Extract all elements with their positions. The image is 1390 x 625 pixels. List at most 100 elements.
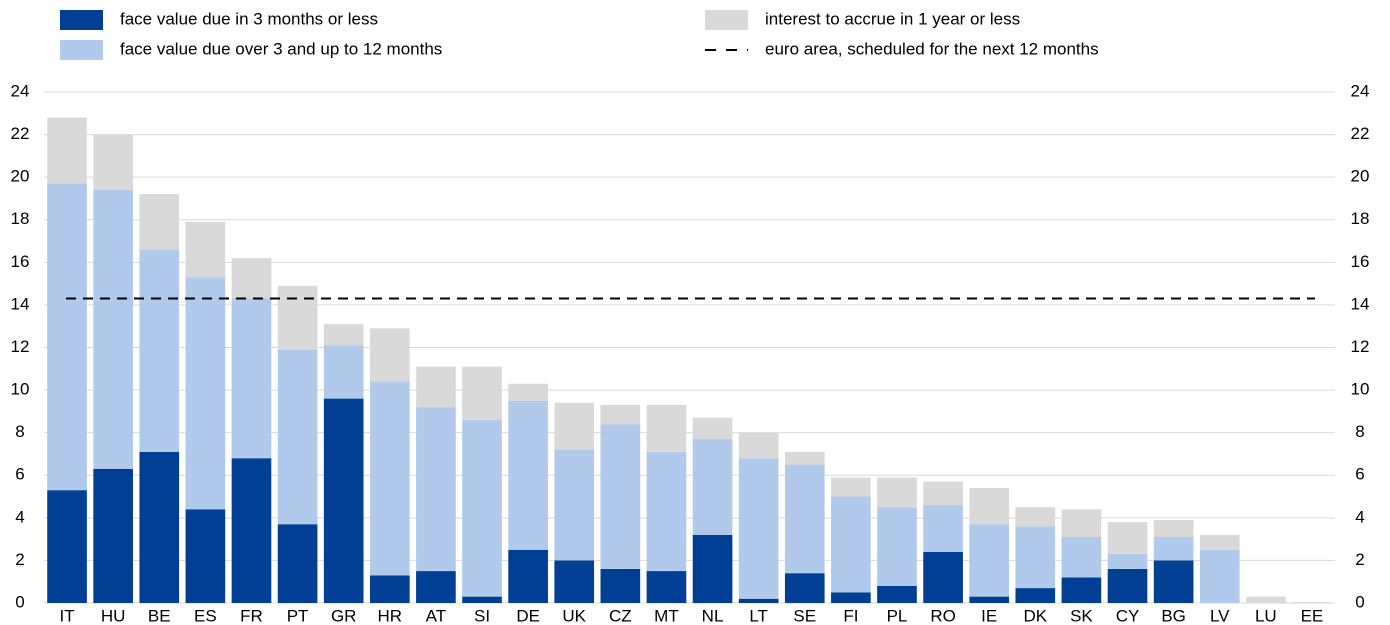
bar-segment [738,598,779,603]
bar-segment [1061,577,1102,603]
y2-tick-label: 18 [1351,209,1370,228]
x-tick-label: UK [562,606,586,625]
legend-label: face value due over 3 and up to 12 month… [120,39,442,58]
x-tick-label: FR [240,606,263,625]
bar-segment [462,596,502,603]
bar-segment [554,449,595,561]
x-tick-label: LV [1210,606,1230,625]
bar-segment [692,534,733,603]
y2-tick-label: 6 [1355,465,1364,484]
bar-segment [1246,596,1286,603]
bar-segment [877,585,917,603]
bar-segment [923,481,963,506]
bar-segment [323,345,364,399]
bar-segment [47,490,87,603]
bar-segment [416,366,456,408]
y2-tick-label: 2 [1355,550,1364,569]
x-tick-label: IE [981,606,997,625]
x-tick-label: NL [702,606,724,625]
y2-tick-label: 20 [1351,167,1370,186]
x-tick-label: SE [793,606,816,625]
x-tick-label: CY [1116,606,1140,625]
x-tick-label: PT [287,606,309,625]
y-tick-label: 0 [15,592,24,611]
bar-segment [646,404,687,452]
y2-tick-label: 8 [1355,422,1364,441]
bar-segment [692,439,733,535]
bar-segment [831,592,871,603]
y2-tick-label: 4 [1355,507,1364,526]
x-tick-label: PL [887,606,908,625]
bar-segment [231,458,272,603]
bar-segment [784,451,825,465]
bar-segment [93,468,133,603]
bar-segment [1153,519,1194,537]
bar-segment [369,381,410,576]
bar-segment [646,571,687,603]
bar-segment [923,551,963,603]
bar-segment [646,451,687,572]
x-tick-label: AT [426,606,446,625]
x-tick-label: LT [749,606,768,625]
bar-segment [600,404,641,425]
y-tick-label: 10 [11,380,30,399]
x-tick-label: LU [1255,606,1277,625]
bar-segment [323,398,364,603]
bar-segment [969,488,1010,525]
legend-label: interest to accrue in 1 year or less [765,9,1020,28]
bar-segment [277,524,318,603]
x-tick-label: SI [474,606,490,625]
bar-segment [554,560,595,603]
x-tick-label: HR [378,606,403,625]
y2-tick-label: 12 [1351,337,1370,356]
bar-segment [323,324,364,346]
bar-segment [1107,568,1148,603]
bar-segment [508,549,548,603]
x-tick-label: IT [59,606,74,625]
bar-segment [93,189,133,469]
bar-segment [93,134,133,190]
y-tick-label: 12 [11,337,30,356]
bar-segment [185,221,226,278]
y-tick-label: 4 [15,507,24,526]
y2-tick-label: 22 [1351,124,1370,143]
bar-segment [1153,536,1194,561]
y-tick-label: 16 [11,252,30,271]
bar-segment [231,258,272,299]
bar-segment [508,383,548,401]
bar-segment [969,524,1010,597]
bar-segment [738,458,779,599]
y-tick-label: 22 [11,124,30,143]
bar-segment [47,117,87,184]
x-tick-label: FI [843,606,858,625]
legend-swatch [60,10,103,30]
bar-segment [692,417,733,440]
y-tick-label: 8 [15,422,24,441]
y2-tick-label: 24 [1351,81,1370,100]
y2-tick-label: 10 [1351,380,1370,399]
x-tick-label: CZ [609,606,632,625]
bar-segment [185,277,226,510]
bar-segment [831,496,871,593]
bar-segment [831,477,871,497]
bar-segment [462,419,502,597]
bar-segment [416,407,456,572]
x-tick-label: GR [331,606,357,625]
legend-swatch [60,40,103,60]
y2-tick-label: 14 [1351,294,1370,313]
bar-segment [554,402,595,450]
x-tick-label: SK [1070,606,1093,625]
bar-segment [877,477,917,508]
bar-segment [1015,588,1056,603]
bar-segment [923,505,963,552]
y2-tick-label: 16 [1351,252,1370,271]
bar-segment [277,349,318,525]
bar-segment [462,366,502,420]
legend-label: euro area, scheduled for the next 12 mon… [765,39,1099,58]
x-tick-label: DK [1023,606,1047,625]
bar-segment [139,194,180,250]
x-tick-label: ES [194,606,217,625]
bar-segment [1061,509,1102,537]
bar-segment [369,575,410,603]
